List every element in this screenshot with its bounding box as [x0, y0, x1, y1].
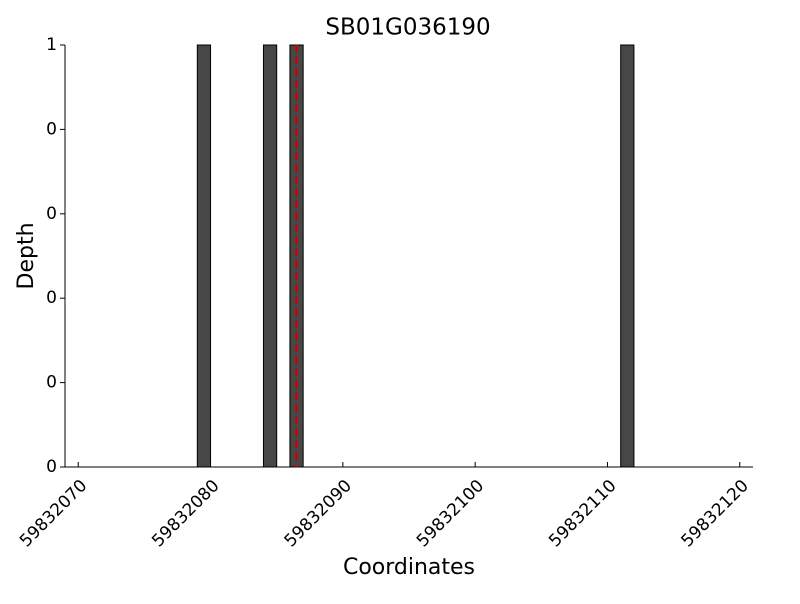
y-tick-label: 0: [46, 119, 57, 139]
x-tick-label: 59832090: [281, 476, 356, 551]
x-axis-label: Coordinates: [343, 555, 475, 580]
y-tick-label: 0: [46, 204, 57, 224]
x-tick-label: 59832110: [545, 476, 620, 551]
x-tick-label: 59832120: [678, 476, 753, 551]
x-tick-label: 59832070: [16, 476, 91, 551]
x-tick-label: 59832100: [413, 476, 488, 551]
bar: [196, 44, 212, 468]
y-tick-label: 0: [46, 288, 57, 308]
y-tick-label: 1: [46, 35, 57, 55]
y-tick-label: 0: [46, 373, 57, 393]
x-tick-label: 59832080: [148, 476, 223, 551]
y-tick-label: 0: [46, 457, 57, 477]
bar: [620, 44, 635, 468]
y-axis-label: Depth: [14, 222, 39, 289]
bar: [262, 44, 278, 468]
chart-title: SB01G036190: [325, 15, 490, 41]
